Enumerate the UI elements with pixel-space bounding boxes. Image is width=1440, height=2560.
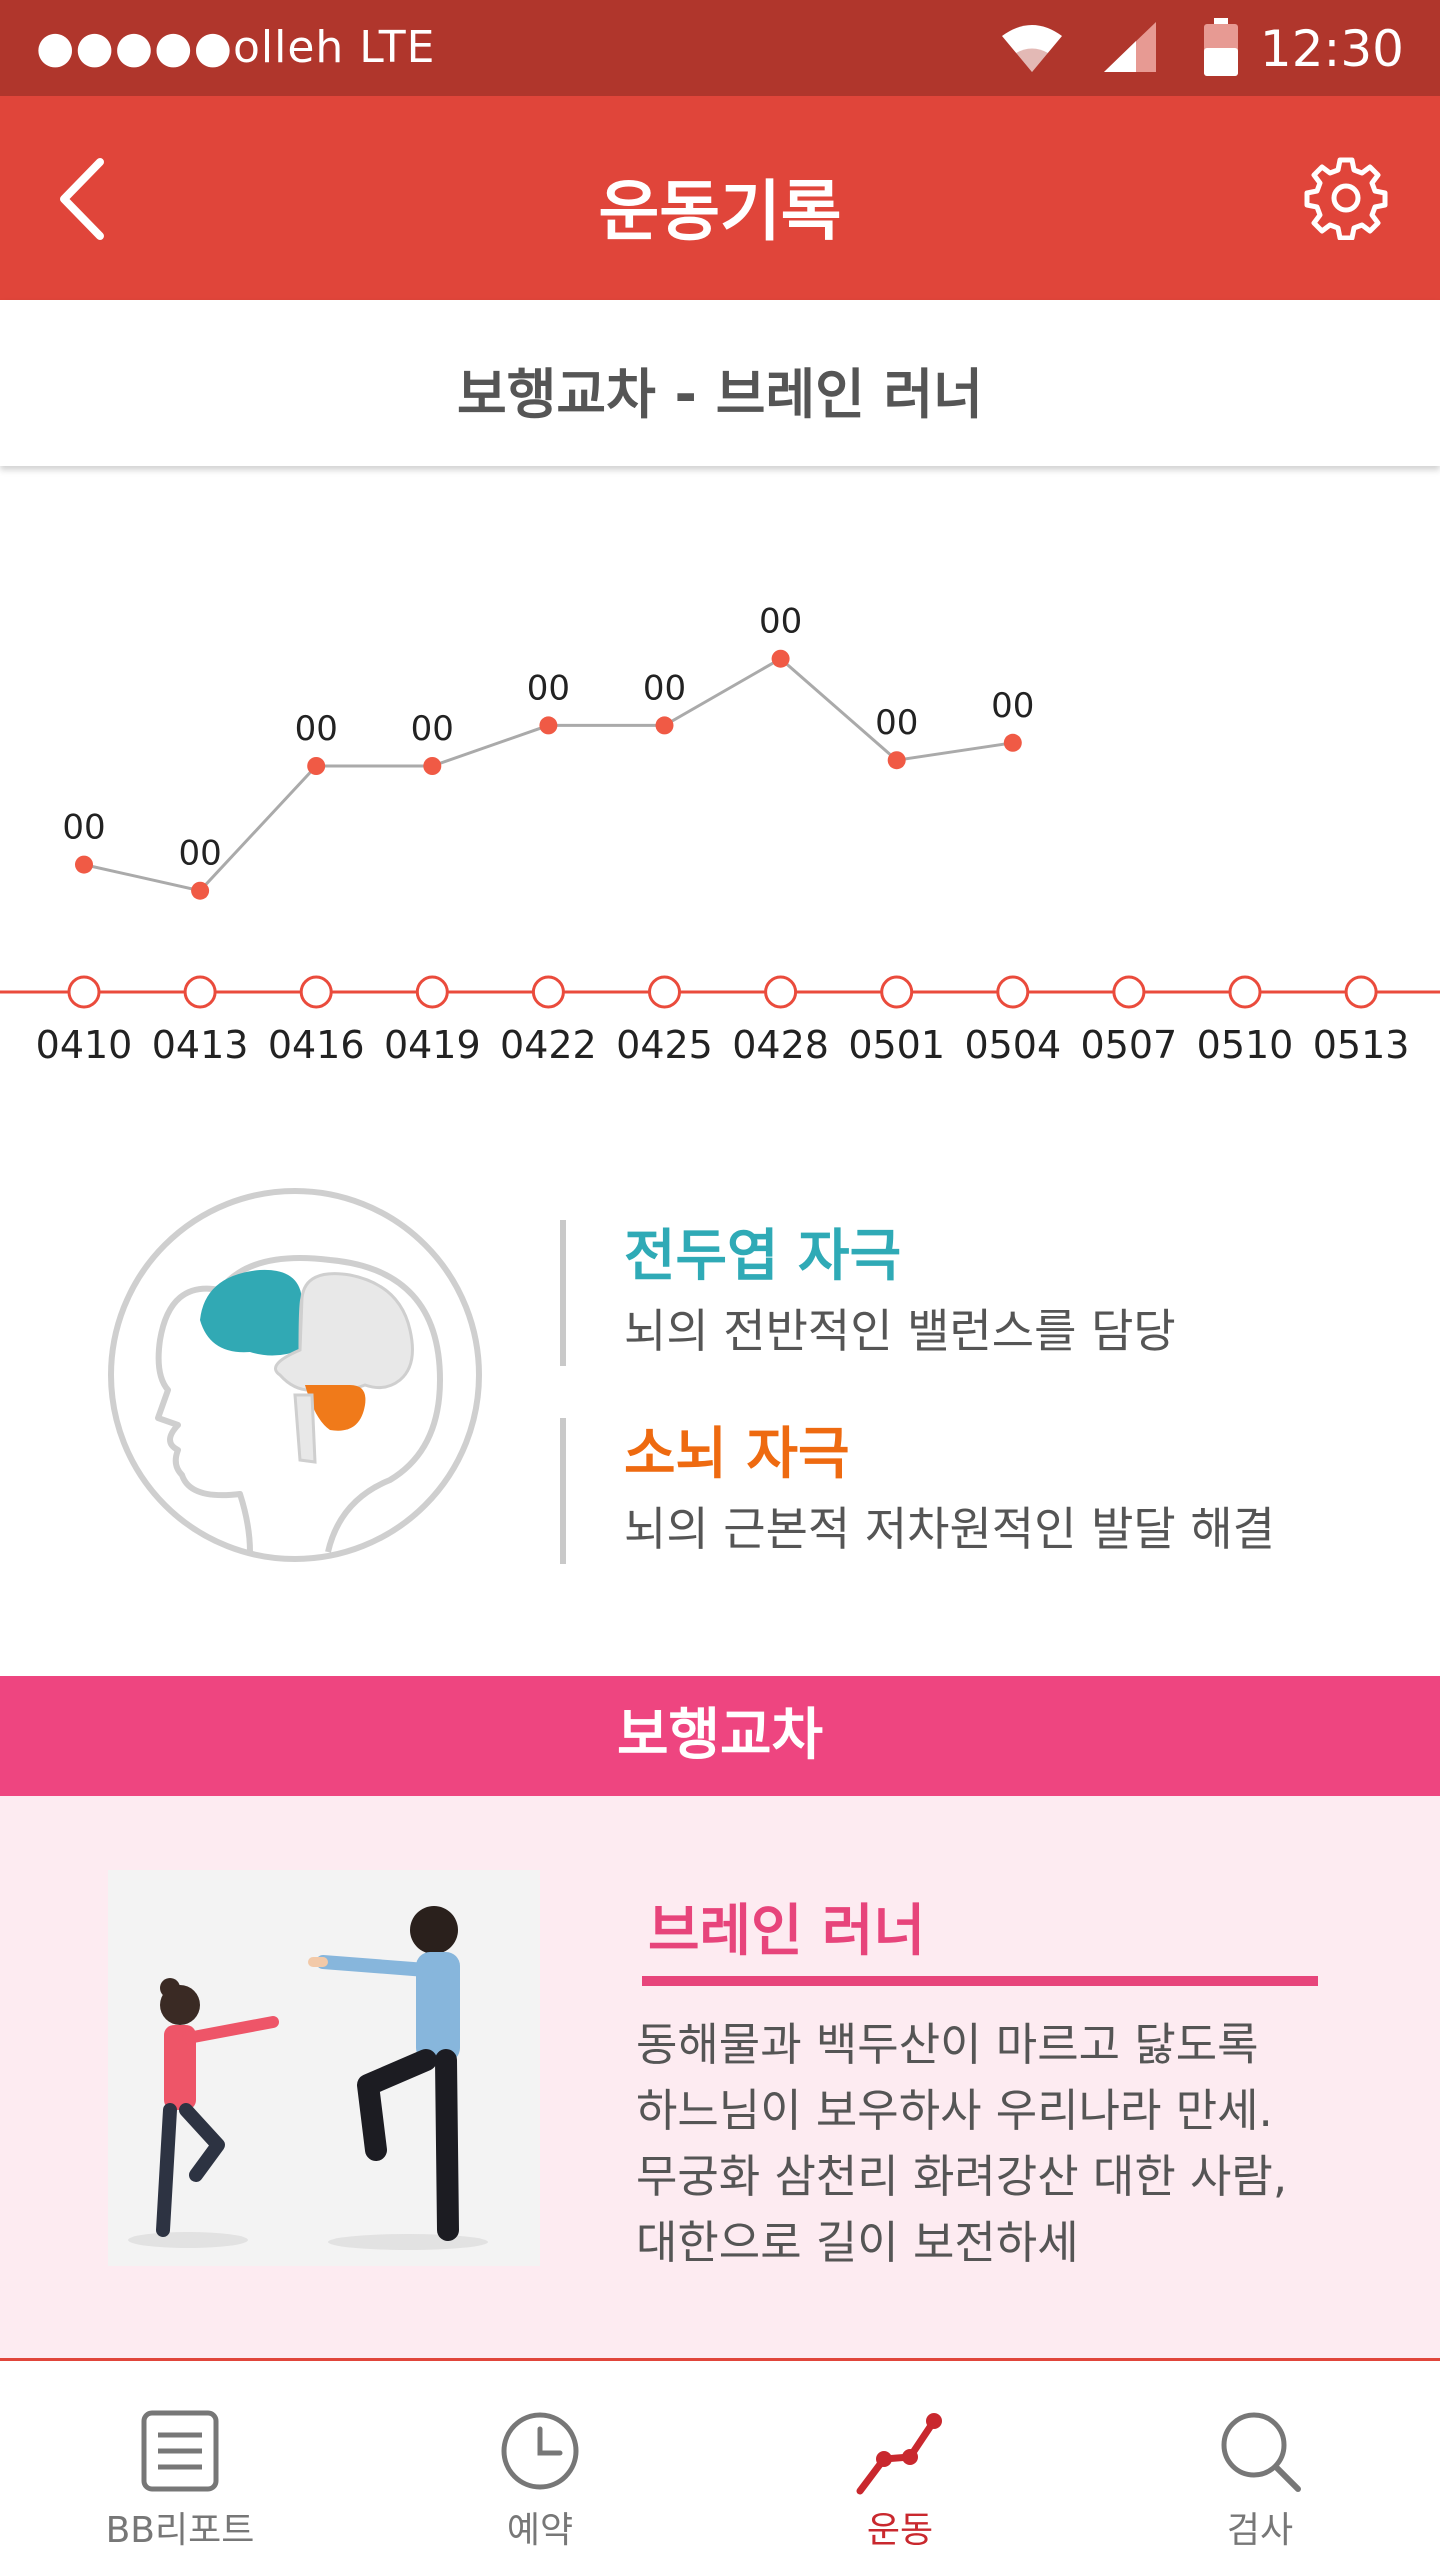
data-label: 00 xyxy=(643,668,686,708)
search-icon xyxy=(1221,2412,1301,2492)
exercise-section-header: 보행교차 xyxy=(0,1676,1440,1796)
x-axis-marker xyxy=(1112,975,1146,1009)
description-line: 대한으로 길이 보전하세 xyxy=(636,2216,1079,2269)
wifi-icon xyxy=(1002,25,1062,72)
signal-icon xyxy=(1104,22,1156,72)
page-title: 운동기록 xyxy=(598,173,842,250)
back-icon[interactable] xyxy=(50,154,120,244)
exercise-line-chart: 0410 0413 0416 0419 0422 0425 0428 0501 0504 0507… xyxy=(0,602,1440,1067)
x-tick-label: 0422 xyxy=(500,1023,597,1067)
x-axis-marker xyxy=(880,975,914,1009)
data-point xyxy=(423,757,442,775)
x-axis-marker xyxy=(996,975,1030,1009)
data-label: 00 xyxy=(991,686,1034,726)
x-tick-label: 0504 xyxy=(964,1023,1061,1067)
data-point xyxy=(771,649,790,668)
description-line: 동해물과 백두산이 마르고 닳도록 xyxy=(636,2018,1259,2071)
exercise-detail-card: 브레인 러너 동해물과 백두산이 마르고 닳도록 하느님이 보우하사 우리나라 … xyxy=(0,1796,1440,2358)
bottom-navigation: BB리포트 예약 운동 검사 xyxy=(0,2358,1440,2560)
x-tick-label: 0501 xyxy=(848,1023,945,1067)
x-tick-label: 0513 xyxy=(1313,1023,1410,1067)
nav-item-exercise[interactable]: 운동 xyxy=(720,2361,1080,2560)
exercise-description: 동해물과 백두산이 마르고 닳도록 하느님이 보우하사 우리나라 만세. 무궁화… xyxy=(636,2012,1356,2276)
frontal-lobe-info: 전두엽 자극 뇌의 전반적인 밸런스를 담당 xyxy=(560,1220,1380,1366)
cerebellum-heading: 소뇌 자극 xyxy=(624,1422,850,1487)
data-point xyxy=(191,881,210,900)
report-icon xyxy=(141,2410,219,2492)
app-bar: 운동기록 xyxy=(0,96,1440,300)
x-tick-label: 0428 xyxy=(732,1023,829,1067)
status-bar: ●●●●●olleh LTE 12:30 xyxy=(0,0,1440,96)
carrier-label: ●●●●●olleh LTE xyxy=(36,22,436,73)
nav-label: 운동 xyxy=(866,2510,934,2551)
exercise-photo xyxy=(108,1870,540,2266)
x-axis-marker xyxy=(1344,975,1378,1009)
x-tick-label: 0410 xyxy=(36,1023,133,1067)
data-label: 00 xyxy=(62,808,105,848)
data-point xyxy=(307,757,326,775)
x-axis-marker xyxy=(531,975,565,1009)
exercise-subtitle-bar: 보행교차 - 브레인 러너 xyxy=(0,300,1440,466)
brain-info-section: 전두엽 자극 뇌의 전반적인 밸런스를 담당 소뇌 자극 뇌의 근본적 저차원적… xyxy=(0,1180,1440,1600)
exercise-subtitle: 보행교차 - 브레인 러너 xyxy=(457,363,983,426)
battery-icon xyxy=(1204,18,1238,76)
x-tick-label: 0507 xyxy=(1081,1023,1178,1067)
x-axis-marker xyxy=(415,975,449,1009)
exercise-title: 브레인 러너 xyxy=(648,1899,926,1964)
cerebellum-description: 뇌의 근본적 저차원적인 발달 해결 xyxy=(624,1502,1275,1556)
data-point xyxy=(539,716,558,735)
data-point xyxy=(887,751,906,770)
x-tick-label: 0413 xyxy=(152,1023,249,1067)
cerebellum-info: 소뇌 자극 뇌의 근본적 저차원적인 발달 해결 xyxy=(560,1418,1380,1564)
description-line: 무궁화 삼천리 화려강산 대한 사람, xyxy=(636,2150,1288,2203)
x-axis-marker xyxy=(764,975,798,1009)
exercise-title-underline xyxy=(642,1976,1318,1986)
chart-line-icon xyxy=(856,2413,942,2495)
x-tick-label: 0419 xyxy=(384,1023,481,1067)
x-axis-marker xyxy=(67,975,101,1009)
data-label: 00 xyxy=(295,709,338,749)
data-point xyxy=(655,716,674,735)
data-point xyxy=(1003,733,1022,752)
x-axis-marker xyxy=(183,975,217,1009)
brain-head-icon xyxy=(108,1188,482,1562)
data-label: 00 xyxy=(527,668,570,708)
frontal-lobe-description: 뇌의 전반적인 밸런스를 담당 xyxy=(624,1304,1176,1358)
x-tick-label: 0416 xyxy=(268,1023,365,1067)
nav-label: 검사 xyxy=(1226,2510,1294,2551)
x-tick-label: 0425 xyxy=(616,1023,713,1067)
x-axis-marker xyxy=(299,975,333,1009)
description-line: 하느님이 보우하사 우리나라 만세. xyxy=(636,2084,1273,2137)
data-label: 00 xyxy=(759,602,802,642)
nav-item-reservation[interactable]: 예약 xyxy=(360,2361,720,2560)
clock-icon xyxy=(501,2412,579,2490)
nav-item-examination[interactable]: 검사 xyxy=(1080,2361,1440,2560)
x-axis-marker xyxy=(648,975,681,1009)
data-point xyxy=(75,855,93,874)
clock-time: 12:30 xyxy=(1259,20,1404,78)
data-label: 00 xyxy=(875,703,918,743)
x-axis-marker xyxy=(1228,975,1262,1009)
frontal-lobe-heading: 전두엽 자극 xyxy=(624,1224,902,1289)
data-label: 00 xyxy=(178,834,221,874)
data-label: 00 xyxy=(411,709,454,749)
nav-label: 예약 xyxy=(506,2510,574,2551)
gear-icon[interactable] xyxy=(1304,156,1388,240)
nav-label: BB리포트 xyxy=(105,2510,255,2551)
x-tick-label: 0510 xyxy=(1197,1023,1294,1067)
nav-item-bb-report[interactable]: BB리포트 xyxy=(0,2361,360,2560)
